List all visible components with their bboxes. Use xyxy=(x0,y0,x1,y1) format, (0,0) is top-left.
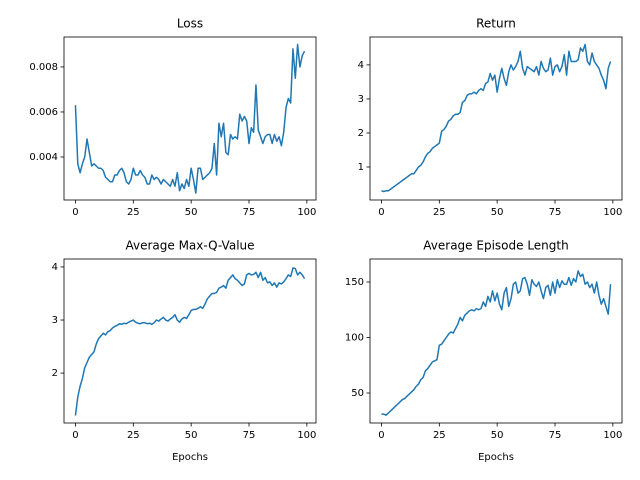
x-tick-label: 0 xyxy=(72,430,78,441)
x-tick-label: 50 xyxy=(491,207,504,218)
subplot: Average Episode Length 0 25 50 75 100 50 100 150… xyxy=(345,239,623,464)
x-tick-label: 25 xyxy=(433,430,446,441)
x-tick-label: 25 xyxy=(127,430,140,441)
x-tick-label: 25 xyxy=(433,207,446,218)
y-tick-label: 0.008 xyxy=(29,62,58,73)
x-tick-label: 25 xyxy=(127,207,140,218)
axes-frame xyxy=(63,36,317,201)
subplot: Average Max-Q-Value 0 25 50 75 100 2 3 4 Epochs xyxy=(52,239,317,464)
y-tick-label: 4 xyxy=(52,262,58,273)
subplot: Loss 0 25 50 75 100 0.004 0.006 0.008 xyxy=(29,17,316,219)
y-tick-label: 100 xyxy=(345,333,364,344)
x-axis-label: Epochs xyxy=(172,452,208,463)
x-tick-label: 75 xyxy=(549,430,562,441)
y-tick-label: 50 xyxy=(351,388,364,399)
x-tick-label: 100 xyxy=(297,430,316,441)
x-tick-label: 75 xyxy=(243,207,256,218)
y-tick-label: 2 xyxy=(52,368,58,379)
x-tick-label: 0 xyxy=(378,207,384,218)
data-line xyxy=(381,43,612,193)
plot-area xyxy=(381,270,612,416)
x-tick-label: 100 xyxy=(603,430,622,441)
x-tick-label: 50 xyxy=(185,207,198,218)
subplot-title: Average Max-Q-Value xyxy=(125,239,254,253)
plot-area xyxy=(74,267,306,416)
subplot-title: Return xyxy=(476,17,516,31)
y-tick-label: 1 xyxy=(358,162,364,173)
x-tick-label: 0 xyxy=(72,207,78,218)
y-tick-label: 4 xyxy=(358,60,364,71)
x-axis-label: Epochs xyxy=(478,452,514,463)
x-tick-label: 75 xyxy=(243,430,256,441)
x-tick-label: 50 xyxy=(185,430,198,441)
subplot-title: Loss xyxy=(177,17,203,31)
subplot: Return 0 25 50 75 100 1 2 3 4 xyxy=(358,17,623,219)
data-line xyxy=(381,270,612,416)
x-tick-label: 50 xyxy=(491,430,504,441)
plot-area xyxy=(381,43,612,193)
x-tick-label: 100 xyxy=(297,207,316,218)
axes-frame xyxy=(63,258,317,424)
data-line xyxy=(74,267,306,416)
y-tick-label: 2 xyxy=(358,128,364,139)
x-tick-label: 100 xyxy=(603,207,622,218)
y-tick-label: 0.006 xyxy=(29,107,58,118)
y-tick-label: 3 xyxy=(52,315,58,326)
y-tick-label: 3 xyxy=(358,94,364,105)
data-line xyxy=(74,43,306,194)
axes-frame xyxy=(369,36,623,201)
plot-area xyxy=(74,43,306,194)
x-tick-label: 75 xyxy=(549,207,562,218)
y-tick-label: 150 xyxy=(345,277,364,288)
subplot-title: Average Episode Length xyxy=(423,239,568,253)
axes-frame xyxy=(369,258,623,424)
y-tick-label: 0.004 xyxy=(29,152,58,163)
x-tick-label: 0 xyxy=(378,430,384,441)
